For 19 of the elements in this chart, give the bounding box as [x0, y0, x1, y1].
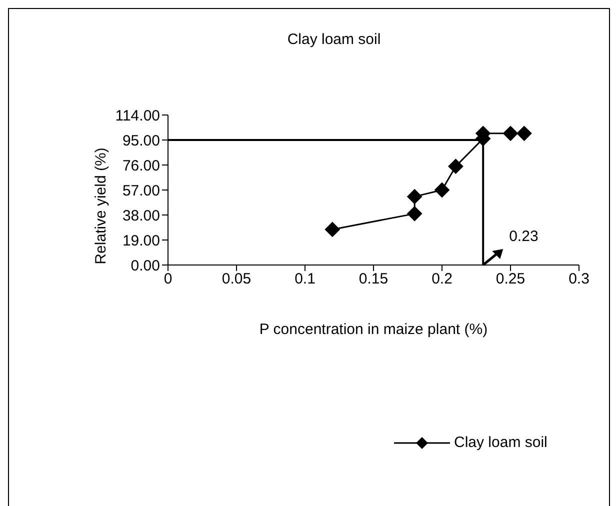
y-tick-label: 76.00 — [122, 157, 160, 174]
x-axis-title: P concentration in maize plant (%) — [258, 321, 489, 338]
x-tick-label: 0.05 — [222, 270, 252, 288]
chart-title: Clay loam soil — [286, 31, 382, 48]
annotation: 0.23 — [509, 228, 538, 245]
y-tick-label: 0.00 — [130, 257, 160, 274]
y-tick-label: 114.00 — [115, 107, 160, 124]
x-tick-label: 0.25 — [496, 270, 526, 288]
y-axis-title: Relative yield (%) — [92, 148, 110, 264]
y-tick-label: 38.00 — [122, 207, 160, 224]
y-tick-label: 95.00 — [122, 132, 160, 150]
legend-label: Clay loam soil — [454, 434, 548, 451]
x-tick-label: 0.1 — [294, 270, 316, 288]
y-tick-label: 57.00 — [122, 182, 160, 200]
x-tick-label: 0 — [164, 270, 172, 288]
x-tick-label: 0.2 — [432, 270, 452, 288]
y-tick-label: 19.00 — [122, 232, 160, 250]
x-tick-label: 0.3 — [568, 270, 590, 288]
x-tick-label: 0.15 — [358, 270, 388, 288]
